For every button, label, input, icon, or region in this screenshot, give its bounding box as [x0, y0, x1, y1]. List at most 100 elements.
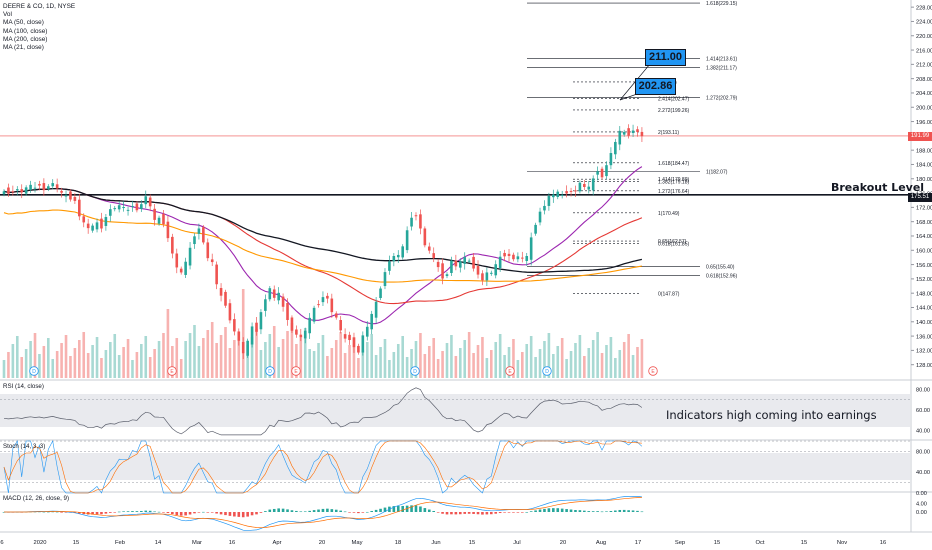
volume-bar — [290, 323, 294, 378]
candle-body — [202, 227, 205, 243]
volume-bar — [255, 329, 258, 378]
macd-histogram-bar — [295, 510, 298, 512]
candle-body — [365, 326, 369, 337]
stoch-pane-label: Stoch (14, 3, 3) — [3, 443, 46, 450]
volume-bar — [419, 333, 422, 378]
macd-histogram-bar — [42, 511, 46, 513]
macd-histogram-bar — [525, 511, 529, 513]
x-tick-label: 20 — [319, 540, 325, 546]
volume-bar — [640, 339, 644, 378]
event-marker — [542, 366, 552, 376]
macd-histogram-bar — [233, 512, 236, 517]
candle-body — [303, 330, 307, 339]
macd-histogram-bar — [454, 512, 458, 515]
ma50-line — [3, 188, 643, 305]
macd-histogram-bar — [131, 511, 134, 512]
candle-body — [574, 190, 577, 192]
volume-bar — [441, 351, 444, 378]
ma21-line — [3, 166, 643, 325]
fib-level-label: 0.618(152.96) — [706, 273, 737, 279]
x-tick-label: 15 — [73, 540, 79, 546]
volume-bar — [507, 347, 511, 378]
volume-bar — [69, 356, 72, 378]
volume-bar — [569, 351, 573, 378]
volume-bar — [246, 345, 249, 378]
volume-bar — [33, 333, 37, 378]
candle-body — [605, 165, 608, 177]
volume-bar — [361, 350, 365, 378]
macd-histogram-bar — [153, 511, 156, 513]
volume-bar — [334, 340, 338, 378]
macd-histogram-bar — [206, 512, 210, 513]
macd-histogram-bar — [330, 509, 334, 512]
candle-body — [445, 274, 449, 277]
macd-histogram-bar — [423, 508, 427, 512]
macd-histogram-bar — [193, 512, 196, 514]
macd-histogram-bar — [175, 512, 179, 516]
macd-histogram-bar — [427, 509, 431, 512]
candle-body — [543, 205, 546, 211]
volume-bar — [153, 349, 156, 378]
candle-body — [126, 209, 130, 211]
candle-body — [281, 296, 285, 307]
volume-bar — [374, 355, 378, 378]
candle-body — [458, 261, 462, 268]
candle-body — [233, 319, 236, 332]
volume-bar — [184, 341, 187, 378]
fib-level-label: 1.272(176.64) — [658, 189, 689, 195]
macd-histogram-bar — [321, 508, 325, 512]
volume-bar — [299, 336, 303, 378]
event-marker-label: D — [545, 369, 549, 375]
fib-level-label: 1.272(202.79) — [706, 95, 737, 101]
macd-histogram-bar — [228, 512, 232, 516]
event-marker-label: E — [651, 369, 655, 375]
macd-histogram-bar — [640, 511, 644, 513]
chart-legend: DEERE & CO, 1D, NYSE Vol MA (50, close) … — [3, 3, 75, 52]
x-tick-label: 16 — [229, 540, 235, 546]
candle-body — [246, 340, 249, 356]
event-marker-label: E — [294, 369, 298, 375]
candle-body — [193, 236, 196, 245]
macd-histogram-bar — [312, 510, 316, 512]
candle-body — [450, 260, 453, 273]
volume-bar — [556, 346, 560, 378]
volume-bar — [100, 358, 103, 378]
y-tick-label: 208.00 — [916, 77, 932, 83]
macd-tick-label: 0.00 — [916, 510, 927, 516]
candle-body — [175, 253, 179, 268]
volume-bar — [614, 358, 617, 378]
macd-histogram-bar — [441, 512, 444, 514]
candle-body — [29, 184, 32, 190]
candle-body — [583, 183, 586, 187]
y-tick-label: 156.00 — [916, 263, 932, 269]
candle-body — [640, 131, 644, 137]
volume-bar — [264, 342, 267, 378]
y-tick-label: 216.00 — [916, 48, 932, 54]
volume-bar — [481, 337, 484, 378]
candle-body — [272, 289, 276, 298]
macd-histogram-bar — [591, 511, 595, 512]
macd-histogram-bar — [197, 512, 201, 513]
macd-histogram-bar — [357, 512, 360, 514]
candle-body — [534, 224, 537, 234]
macd-histogram-bar — [219, 512, 223, 515]
x-tick-label: 14 — [155, 540, 162, 546]
macd-histogram-bar — [157, 511, 161, 513]
macd-histogram-bar — [512, 512, 515, 513]
candle-body — [569, 190, 573, 192]
volume-bar — [162, 333, 165, 378]
event-marker — [167, 366, 177, 376]
event-marker-label: D — [32, 369, 36, 375]
volume-bar — [512, 339, 515, 378]
macd-histogram-bar — [299, 511, 303, 513]
candle-body — [250, 326, 254, 345]
macd-histogram-bar — [494, 512, 498, 514]
volume-bar — [463, 340, 467, 378]
volume-bar — [618, 350, 622, 378]
candle-body — [419, 214, 422, 229]
y-tick-label: 160.00 — [916, 248, 932, 254]
legend-volume: Vol — [3, 11, 12, 19]
fib-level-label: 1(170.49) — [658, 211, 680, 217]
candle-body — [591, 178, 595, 191]
